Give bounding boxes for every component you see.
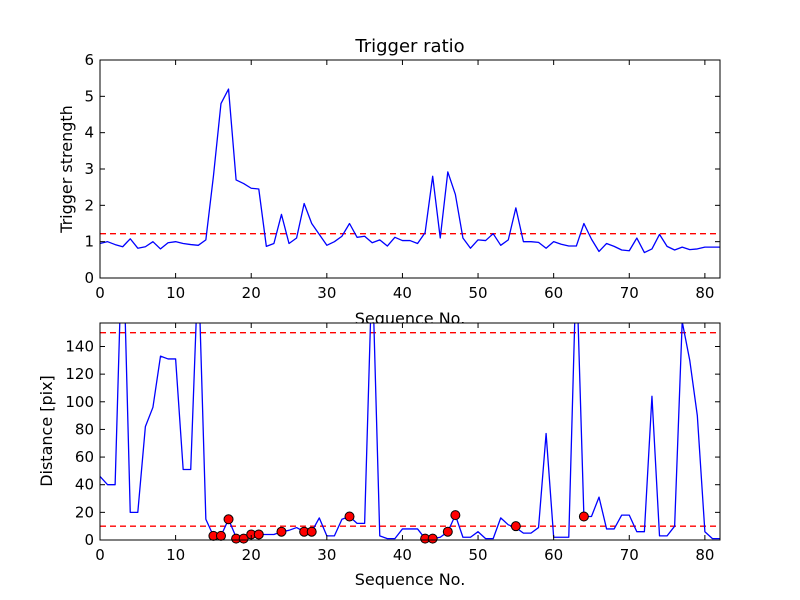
x-tick-label: 0	[95, 284, 105, 302]
y-tick-label: 0	[84, 531, 94, 549]
x-tick-label: 30	[317, 546, 336, 564]
y-tick-label: 80	[75, 420, 94, 438]
y-tick-label: 1	[84, 233, 94, 251]
y-tick-label: 6	[84, 51, 94, 69]
y-tick-label: 4	[84, 124, 94, 142]
bottom-markers	[208, 510, 589, 544]
y-tick-label: 2	[84, 196, 94, 214]
bottom-axes-frame	[99, 322, 721, 541]
y-tick-label: 100	[65, 393, 94, 411]
data-point-marker	[510, 521, 521, 532]
bottom-y-axis-label: Distance [pix]	[37, 375, 56, 487]
x-tick-label: 60	[544, 546, 563, 564]
top-series	[99, 88, 720, 254]
y-tick-label: 60	[75, 448, 94, 466]
top-y-axis-label: Trigger strength	[57, 105, 76, 234]
x-tick-label: 20	[242, 546, 261, 564]
data-point-marker	[450, 510, 461, 521]
x-tick-label: 70	[620, 284, 639, 302]
data-point-marker	[253, 529, 264, 540]
data-point-marker	[442, 526, 453, 537]
x-tick-label: 80	[695, 284, 714, 302]
data-point-marker	[306, 526, 317, 537]
x-tick-label: 0	[95, 546, 105, 564]
top-panel: Trigger ratio 0 10 20 30 40 50 60 70 80 0123456 …	[57, 36, 721, 328]
bottom-panel: 0 10 20 30 40 50 60 70 80 0 20 40 60 80 100 120 140 Seq…	[37, 322, 721, 589]
x-tick-label: 10	[166, 546, 185, 564]
data-point-marker	[578, 511, 589, 522]
y-tick-label: 140	[65, 337, 94, 355]
x-tick-label: 20	[242, 284, 261, 302]
y-tick-label: 5	[84, 87, 94, 105]
x-tick-label: 70	[620, 546, 639, 564]
data-point-marker	[276, 526, 287, 537]
y-tick-label: 20	[75, 503, 94, 521]
data-point-marker	[238, 533, 249, 544]
chart-title: Trigger ratio	[354, 36, 464, 57]
bottom-x-axis-label: Sequence No.	[355, 570, 466, 589]
bottom-y-ticks: 0 20 40 60 80 100 120 140	[65, 337, 720, 549]
x-tick-label: 40	[393, 284, 412, 302]
x-tick-label: 50	[469, 546, 488, 564]
y-tick-label: 120	[65, 365, 94, 383]
x-tick-label: 60	[544, 284, 563, 302]
x-tick-label: 80	[695, 546, 714, 564]
data-point-marker	[427, 533, 438, 544]
series-line	[100, 323, 720, 540]
data-point-marker	[223, 514, 234, 525]
x-tick-label: 30	[317, 284, 336, 302]
x-tick-label: 40	[393, 546, 412, 564]
top-y-ticks: 0 1 2 3 4 5 6	[84, 51, 720, 287]
x-tick-label: 50	[469, 284, 488, 302]
top-x-ticks: 0 10 20 30 40 50 60 70 80	[95, 60, 714, 302]
x-tick-label: 10	[166, 284, 185, 302]
data-point-marker	[215, 530, 226, 541]
bottom-x-ticks: 0 10 20 30 40 50 60 70 80	[95, 323, 714, 564]
data-point-marker	[344, 511, 355, 522]
bottom-series	[100, 323, 720, 540]
series-line	[99, 88, 720, 254]
y-tick-label: 40	[75, 476, 94, 494]
bottom-axes-background	[100, 323, 720, 540]
bottom-reference-lines	[100, 332, 720, 527]
y-tick-label: 0	[84, 269, 94, 287]
y-tick-label: 3	[84, 160, 94, 178]
